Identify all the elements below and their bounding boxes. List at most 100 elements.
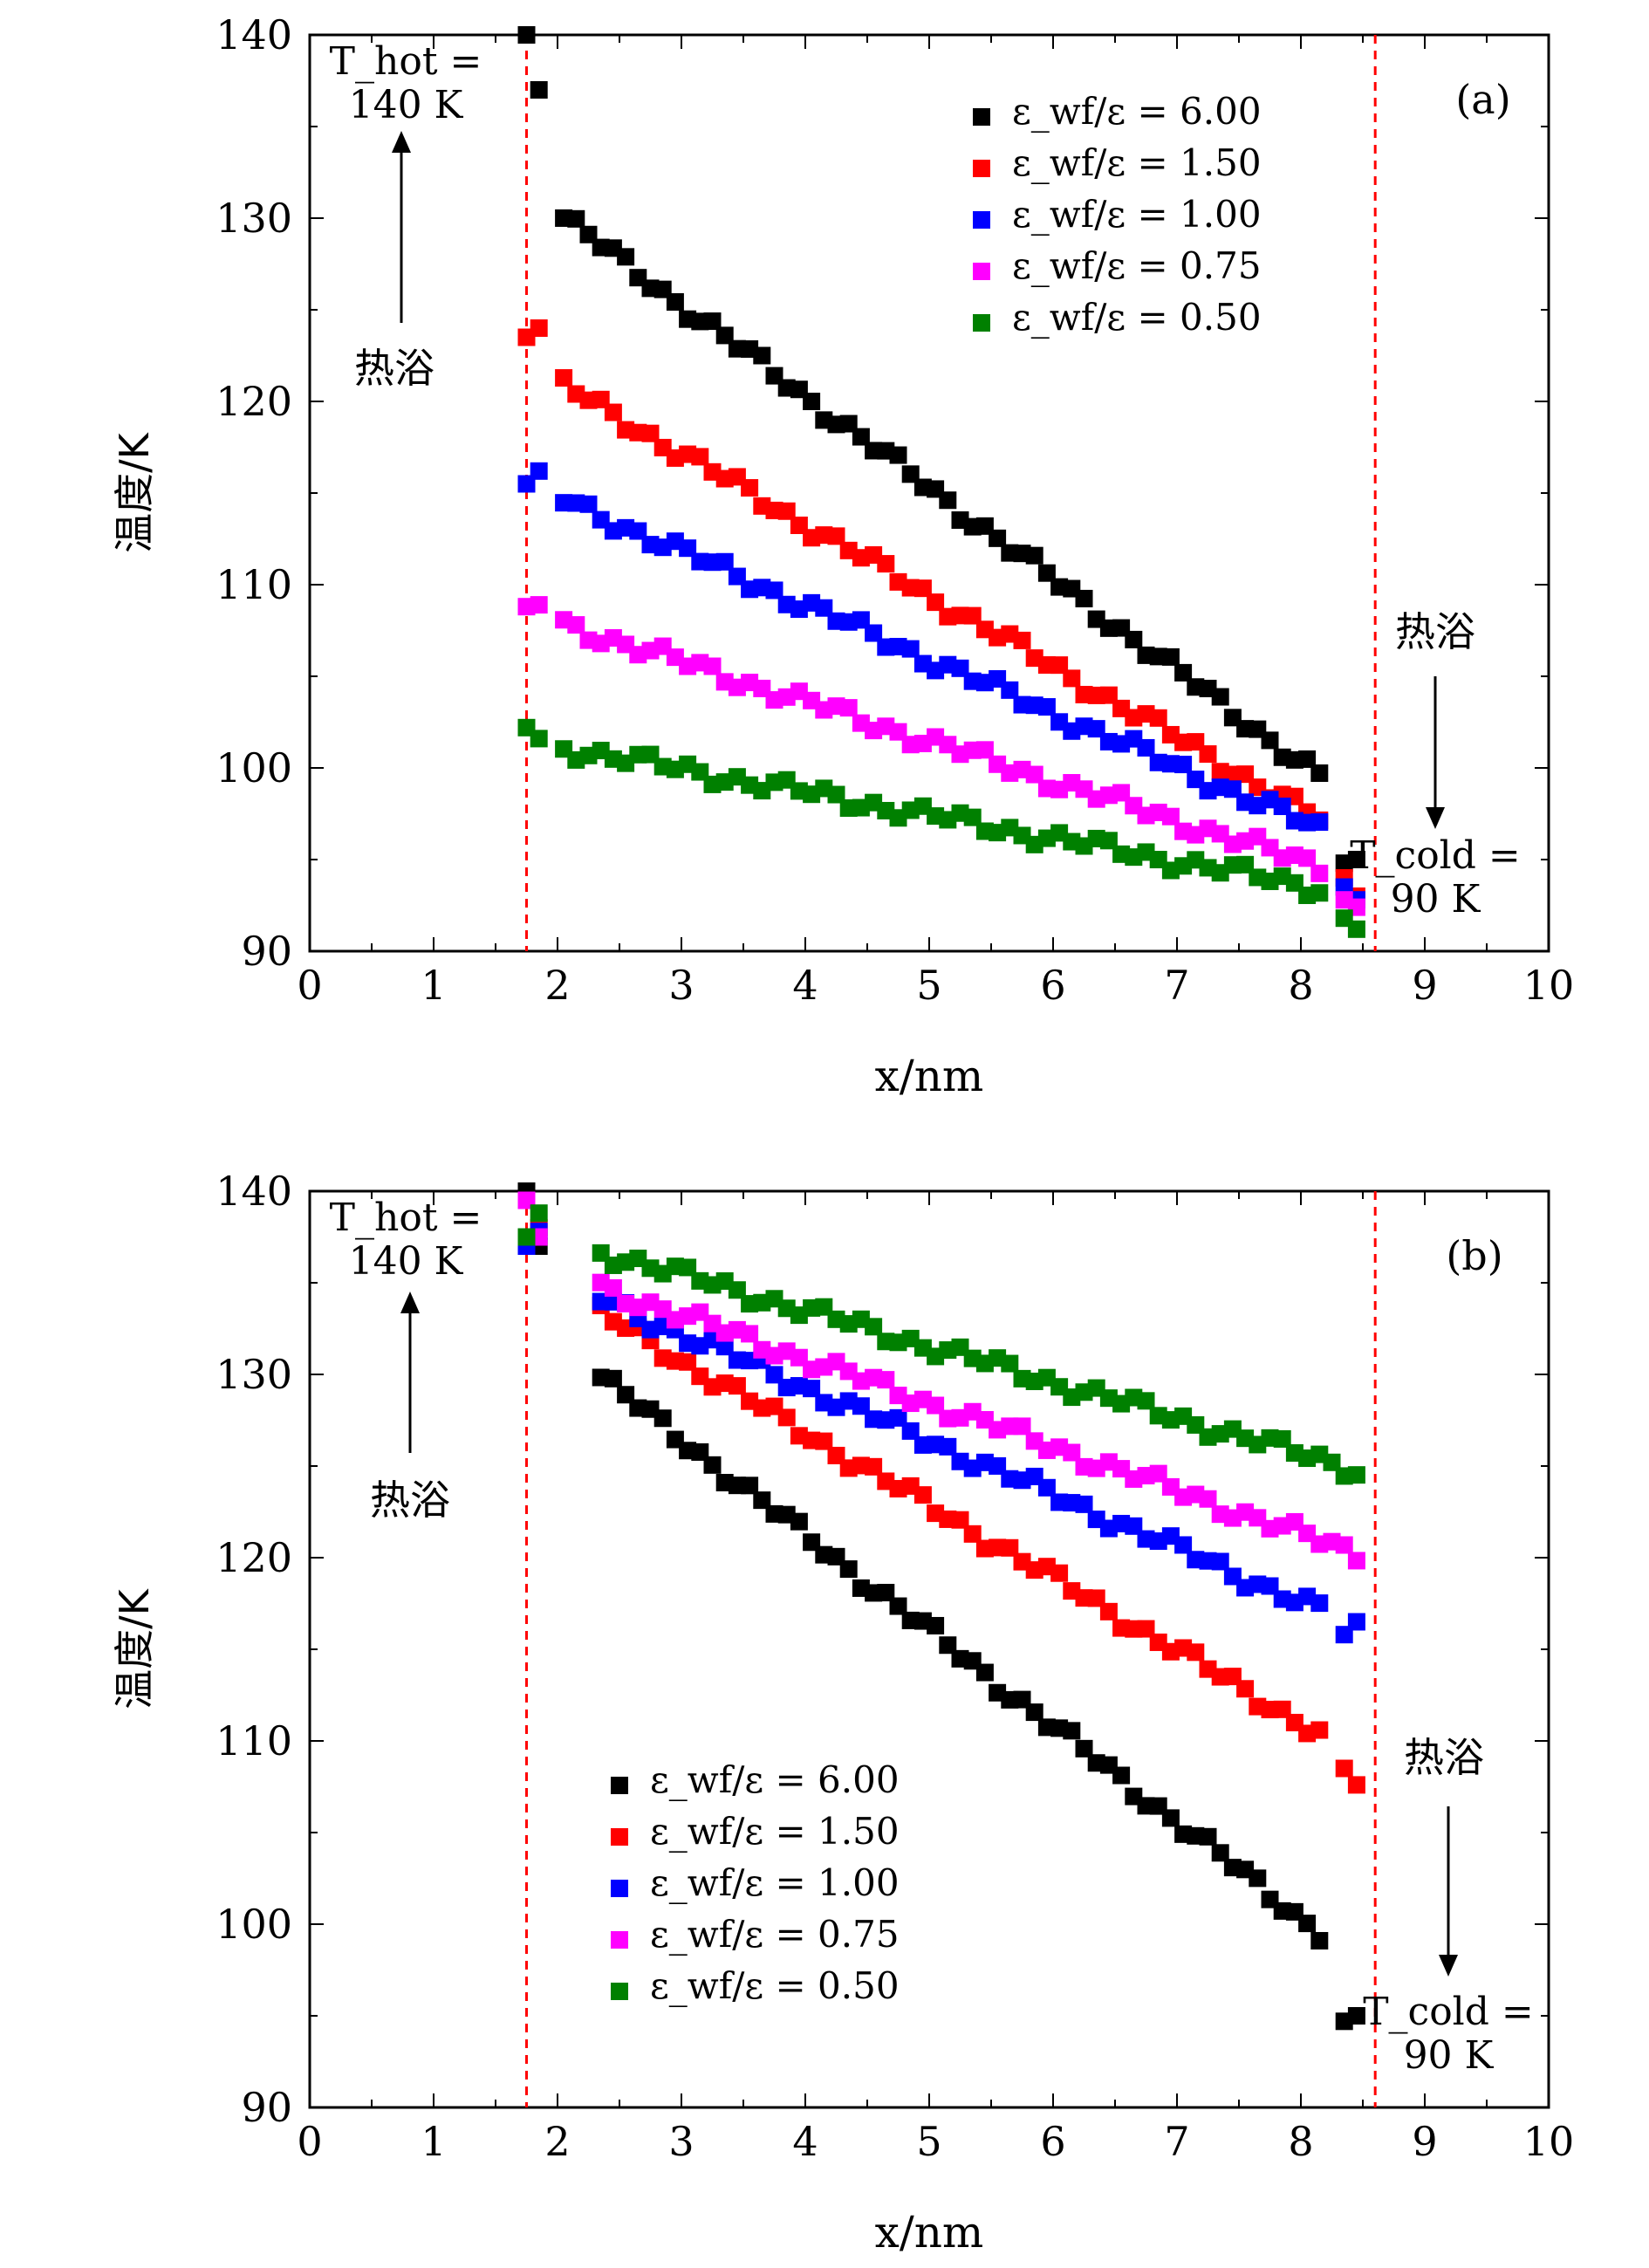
data-point (765, 581, 783, 600)
legend-marker (973, 211, 990, 229)
data-point (1261, 731, 1279, 750)
data-point (989, 529, 1007, 547)
legend-label: ε_wf/ε = 1.00 (1012, 193, 1262, 236)
legend-marker (973, 263, 990, 280)
data-point (1249, 1869, 1267, 1888)
data-point (1099, 686, 1118, 704)
data-point (741, 1325, 759, 1343)
cold-bath-annotation: 热浴 T_cold = 90 K (1363, 1734, 1534, 2078)
x-tick-label: 6 (1040, 962, 1065, 1009)
data-point (913, 579, 932, 598)
data-point (1075, 1739, 1093, 1758)
data-point (901, 1422, 920, 1440)
data-point (530, 462, 548, 480)
data-point (1298, 750, 1317, 768)
data-point (1137, 1392, 1155, 1410)
hot-temp-line1: T_hot = (330, 39, 482, 84)
data-point (679, 539, 697, 558)
x-tick-label: 9 (1412, 2118, 1437, 2165)
data-point (1199, 745, 1217, 764)
data-point (1161, 1809, 1180, 1827)
hot-temp-line1: T_hot = (330, 1196, 482, 1240)
legend-entry: ε_wf/ε = 1.00 (973, 193, 1262, 236)
hot-temp-line2: 140 K (349, 83, 464, 127)
y-tick-label: 110 (216, 1717, 292, 1764)
data-point (1037, 698, 1056, 716)
data-point (877, 1371, 895, 1389)
x-tick-label: 2 (544, 962, 570, 1009)
data-point (1099, 832, 1118, 850)
x-tick-label: 5 (916, 962, 941, 1009)
legend-label: ε_wf/ε = 1.50 (650, 1810, 900, 1853)
data-point (1347, 1552, 1365, 1570)
data-point (975, 1663, 994, 1682)
data-point (927, 1396, 945, 1415)
data-point (815, 1432, 833, 1450)
data-point (1273, 1700, 1291, 1718)
data-point (1310, 864, 1329, 882)
data-point (1310, 764, 1329, 783)
data-point (1335, 1759, 1353, 1778)
data-point (653, 1409, 672, 1428)
data-point (1063, 669, 1081, 688)
data-point (1310, 884, 1329, 902)
data-point (939, 1437, 957, 1456)
legend-entry: ε_wf/ε = 1.50 (611, 1810, 900, 1853)
data-point (753, 346, 771, 365)
data-point (1273, 798, 1291, 816)
legend-marker (973, 314, 990, 332)
data-point (803, 1380, 821, 1398)
legend-label: ε_wf/ε = 0.50 (650, 1964, 900, 2007)
x-tick-label: 2 (544, 2118, 570, 2165)
legend-marker (611, 1880, 628, 1897)
x-axis-title: x/nm (875, 1051, 984, 1101)
data-point (1273, 1429, 1291, 1448)
data-point (939, 491, 957, 510)
data-point (530, 319, 548, 337)
data-point (1149, 1464, 1167, 1483)
data-point (1001, 1354, 1019, 1373)
data-point (567, 209, 585, 228)
x-tick-label: 8 (1288, 2118, 1313, 2165)
data-point (1347, 2007, 1365, 2025)
data-point (1174, 1536, 1193, 1554)
cold-temp-line2: 90 K (1391, 877, 1481, 922)
legend-marker (611, 1777, 628, 1794)
y-tick-label: 110 (216, 561, 292, 608)
data-point (1187, 1643, 1205, 1662)
data-point (1013, 1417, 1031, 1435)
data-point (1211, 1844, 1229, 1862)
legend-entry: ε_wf/ε = 6.00 (611, 1758, 900, 1801)
data-point (530, 596, 548, 614)
data-point (777, 1408, 796, 1427)
cold-temp-line2: 90 K (1404, 2033, 1495, 2078)
data-point (1137, 1620, 1155, 1638)
data-point (629, 522, 647, 540)
data-point (927, 1616, 945, 1634)
data-point (679, 1353, 697, 1371)
data-point (1199, 1827, 1217, 1846)
x-tick-label: 4 (792, 962, 818, 1009)
panel-a: 0 1 2 3 4 5 6 7 8 9 10 90 100 110 120 130 140 x/nm 温度/K… (111, 11, 1574, 1101)
x-tick-label: 7 (1164, 962, 1189, 1009)
axis-ticks (309, 34, 1550, 952)
x-tick-label: 4 (792, 2118, 818, 2165)
data-point (741, 1477, 759, 1495)
data-point (703, 312, 722, 331)
x-tick-label: 3 (668, 2118, 694, 2165)
data-point (1347, 1776, 1365, 1794)
x-axis-title: x/nm (875, 2207, 984, 2258)
data-point (666, 293, 684, 312)
data-point (827, 527, 845, 545)
data-point (604, 1369, 622, 1388)
y-axis-title: 温度/K (111, 431, 158, 552)
data-point (703, 657, 722, 675)
data-point (963, 808, 982, 826)
data-point (963, 606, 982, 625)
data-point (1298, 1915, 1317, 1933)
down-arrow-icon (1426, 807, 1445, 829)
data-point (901, 640, 920, 658)
data-point (741, 479, 759, 497)
data-point (1075, 589, 1093, 607)
data-point (913, 1486, 932, 1504)
